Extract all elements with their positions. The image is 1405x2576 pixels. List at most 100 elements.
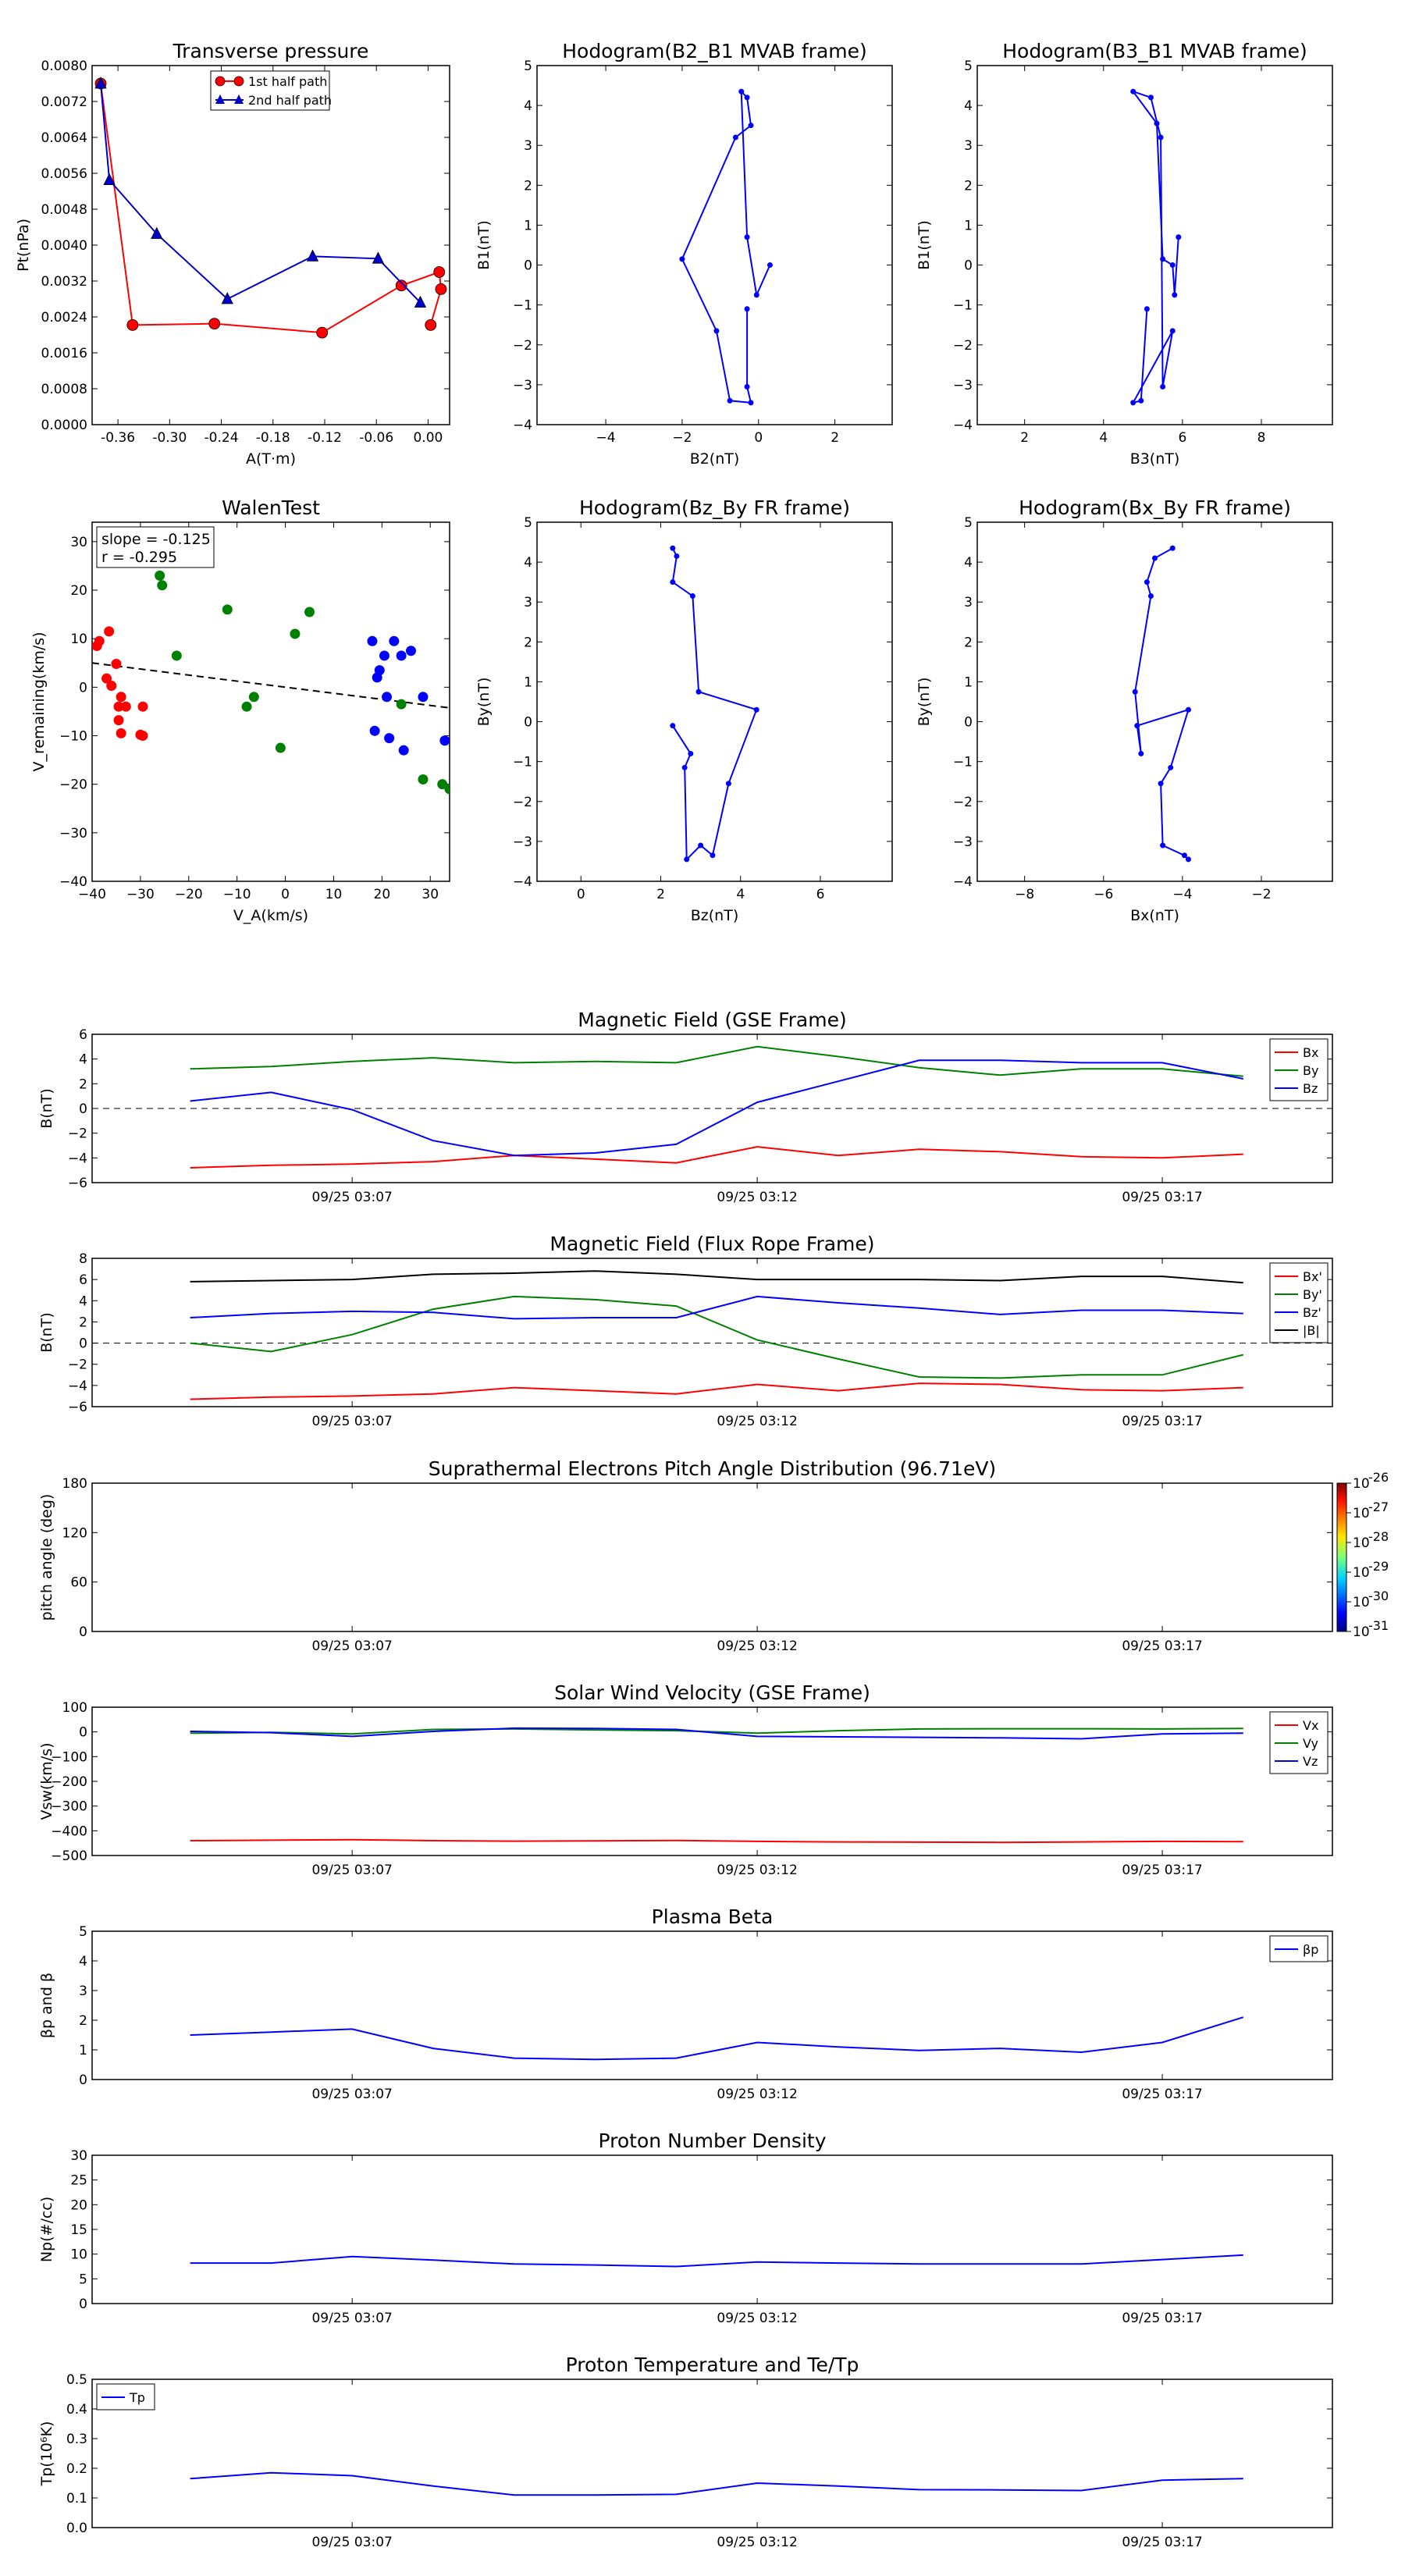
data-point xyxy=(94,635,105,646)
y-tick-label: 2 xyxy=(964,178,973,194)
data-point xyxy=(738,88,745,94)
plot-area xyxy=(92,570,450,795)
x-tick-label: 0 xyxy=(281,887,290,902)
x-tick-label: 09/25 03:17 xyxy=(1122,1638,1202,1654)
chart-11: Proton Number Density 0 5 10 15 20 25 30 09/25 0… xyxy=(38,2129,1333,2326)
y-tick-label: 0.1 xyxy=(66,2491,87,2507)
y-tick-label: 0 xyxy=(79,2073,87,2088)
data-point xyxy=(1168,764,1174,770)
data-point xyxy=(241,701,252,712)
x-tick-label: 6 xyxy=(816,887,825,902)
x-tick-label: -0.06 xyxy=(359,430,393,446)
data-point xyxy=(137,731,148,742)
chart-title: Hodogram(Bz_By FR frame) xyxy=(579,496,850,519)
data-point xyxy=(94,76,107,89)
plot-area xyxy=(190,2016,1244,2061)
y-tick-label: 20 xyxy=(70,583,87,599)
series-line-0 xyxy=(1134,547,1190,860)
colorbar-exponent: -26 xyxy=(1368,1470,1389,1485)
legend-label: Vz xyxy=(1303,1754,1318,1769)
plot-area xyxy=(679,88,773,406)
y-tick-label: −20 xyxy=(59,777,87,793)
plot-frame xyxy=(91,2154,1333,2304)
chart-title: Proton Number Density xyxy=(599,2129,827,2152)
y-tick-label: −2 xyxy=(68,1357,87,1373)
plot-frame xyxy=(976,65,1333,425)
data-point xyxy=(688,750,694,756)
x-tick-label: 09/25 03:17 xyxy=(1122,1863,1202,1878)
x-tick-label: 09/25 03:17 xyxy=(1122,1190,1202,1205)
data-point xyxy=(374,665,385,676)
data-point xyxy=(1169,262,1176,269)
legend-label: βp xyxy=(1303,1942,1318,1957)
data-point xyxy=(710,852,716,859)
plot-area xyxy=(1132,545,1191,863)
data-point xyxy=(1160,256,1166,262)
y-tick-label: −200 xyxy=(51,1774,87,1790)
y-tick-label: 0.0008 xyxy=(41,382,87,397)
y-tick-label: 100 xyxy=(62,1700,87,1716)
data-point xyxy=(684,856,690,863)
legend-marker xyxy=(215,94,225,104)
x-tick-label: 09/25 03:17 xyxy=(1122,1414,1202,1429)
y-tick-label: 4 xyxy=(524,555,532,571)
plot-area xyxy=(92,1270,1332,1400)
x-tick-label: −20 xyxy=(175,887,203,902)
y-tick-label: 30 xyxy=(70,2148,87,2164)
x-tick-label: 8 xyxy=(1257,430,1266,446)
data-point xyxy=(744,94,750,101)
colorbar-base: 10 xyxy=(1353,1535,1370,1551)
y-tick-label: 10 xyxy=(70,2247,87,2263)
y-tick-label: 5 xyxy=(964,59,973,74)
data-point xyxy=(384,733,395,744)
y-tick-label: 1 xyxy=(79,2043,87,2058)
x-axis-label: B3(nT) xyxy=(1130,450,1180,468)
plot-area xyxy=(190,2471,1243,2496)
x-tick-label: -0.36 xyxy=(101,430,135,446)
chart-title: Hodogram(B3_B1 MVAB frame) xyxy=(1002,40,1307,62)
plot-frame xyxy=(91,2379,1333,2528)
data-point xyxy=(248,692,259,703)
data-point xyxy=(753,292,759,298)
y-tick-label: 0.0024 xyxy=(41,310,87,326)
y-tick-label: 5 xyxy=(524,59,532,74)
y-tick-label: −2 xyxy=(953,338,973,354)
x-tick-label: 09/25 03:07 xyxy=(311,1638,392,1654)
data-point xyxy=(1169,328,1176,334)
legend-label: 1st half path xyxy=(248,74,327,89)
series-line-0 xyxy=(190,1146,1243,1169)
data-point xyxy=(418,692,429,703)
y-tick-label: 180 xyxy=(62,1476,87,1492)
series-line-0 xyxy=(1130,90,1179,404)
data-point xyxy=(103,173,116,186)
series-line-1 xyxy=(190,1727,1243,1735)
y-tick-label: −2 xyxy=(513,338,532,354)
data-point xyxy=(439,735,450,746)
x-tick-label: 0 xyxy=(754,430,763,446)
y-tick-label: −2 xyxy=(513,795,532,810)
x-tick-label: 09/25 03:12 xyxy=(717,1863,797,1878)
x-tick-label: −4 xyxy=(1172,887,1192,902)
y-axis-label: βp and β xyxy=(38,1973,55,2038)
y-tick-label: 0 xyxy=(964,258,973,274)
y-axis-label: B1(nT) xyxy=(916,220,933,270)
y-tick-label: 1 xyxy=(964,674,973,690)
y-tick-label: 10 xyxy=(70,632,87,647)
data-point xyxy=(369,725,380,736)
data-point xyxy=(290,628,301,639)
y-tick-label: 0 xyxy=(79,1725,87,1741)
y-tick-label: 0 xyxy=(79,1624,87,1640)
y-tick-label: 0 xyxy=(79,680,87,696)
y-tick-label: 20 xyxy=(70,2197,87,2213)
data-point xyxy=(414,295,427,308)
y-tick-label: −2 xyxy=(953,795,973,810)
data-point xyxy=(113,701,124,712)
data-point xyxy=(306,249,319,262)
data-point xyxy=(379,650,389,661)
y-tick-label: −300 xyxy=(51,1799,87,1815)
data-point xyxy=(1169,545,1176,551)
x-tick-label: 2 xyxy=(1020,430,1029,446)
data-point xyxy=(1144,306,1150,312)
data-point xyxy=(425,318,437,331)
